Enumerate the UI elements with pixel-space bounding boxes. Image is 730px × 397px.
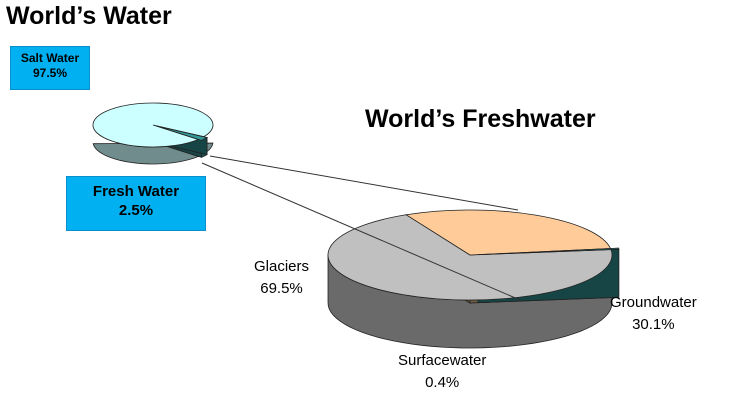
salt-water-label: Salt Water: [20, 51, 80, 65]
world-water-fresh-water-slice: [156, 125, 209, 141]
fresh-water-value: 2.5%: [118, 201, 154, 219]
connector-line-bottom: [201, 162, 521, 301]
connector-line-top: [209, 155, 519, 211]
glaciers-data-label: Glaciers 69.5%: [254, 256, 309, 300]
surfacewater-name: Surfacewater: [398, 352, 487, 369]
salt-water-callout: Salt Water 97.5%: [10, 46, 90, 90]
freshwater-groundwater-slice: [405, 209, 612, 256]
world-freshwater-pie: [327, 209, 620, 349]
world-water-title: World’s Water: [6, 2, 172, 30]
glaciers-value: 69.5%: [260, 279, 303, 297]
fresh-water-label: Fresh Water: [92, 183, 180, 200]
groundwater-name: Groundwater: [610, 294, 697, 311]
glaciers-name: Glaciers: [254, 258, 310, 275]
salt-water-value: 97.5%: [32, 66, 68, 80]
groundwater-value: 30.1%: [632, 315, 675, 333]
world-freshwater-title: World’s Freshwater: [365, 105, 596, 133]
world-water-pie: [92, 102, 214, 165]
world-water-salt-water-slice: [92, 102, 214, 148]
freshwater-glaciers-slice: [327, 214, 613, 301]
groundwater-data-label: Groundwater 30.1%: [610, 292, 697, 336]
surfacewater-value: 0.4%: [425, 373, 460, 391]
freshwater-surfacewater-slice: [477, 247, 620, 256]
surfacewater-data-label: Surfacewater 0.4%: [398, 350, 486, 394]
fresh-water-callout: Fresh Water 2.5%: [66, 176, 206, 231]
